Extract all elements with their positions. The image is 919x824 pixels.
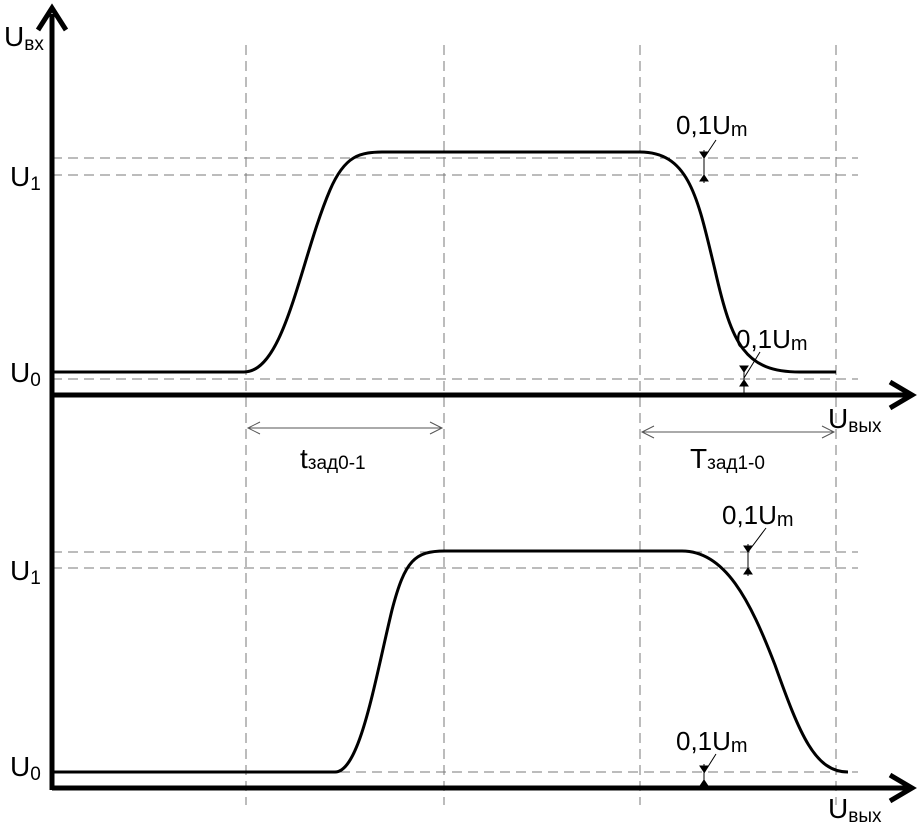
- delay-t10-arrow-left: [640, 425, 655, 439]
- top-u0-label: U0: [10, 357, 41, 391]
- delay-t10-label: Tзад1-0: [690, 443, 765, 474]
- y-axis-arrowhead: [35, 3, 69, 32]
- tol-bottom-u0-arrow-a: [699, 765, 709, 773]
- tol-top-u0-label: 0,1Um: [736, 324, 808, 355]
- bottom-x-axis-arrowhead: [888, 772, 917, 804]
- delay-dimension-lines: [246, 421, 836, 439]
- tol-top-u0-arrow-b: [739, 379, 749, 387]
- tol-bottom-u1-arrow-a: [743, 545, 753, 553]
- tol-bottom-u0-arrow-b: [699, 779, 709, 787]
- vertical-guides: [245, 45, 837, 805]
- delay-t10-arrow-right: [821, 425, 836, 439]
- tol-top-u0-leader: [743, 351, 761, 379]
- tol-bottom-u0-label: 0,1Um: [676, 726, 748, 757]
- tol-top-u1-arrow-b: [699, 174, 709, 182]
- delay-t01-arrow-left: [246, 421, 261, 435]
- bottom-x-axis-label: Uвых: [828, 793, 882, 824]
- tol-top-u0-arrow-a: [739, 365, 749, 373]
- tol-top-u1-arrow-a: [699, 151, 709, 159]
- delay-t01-arrow-right: [429, 421, 444, 435]
- delay-t01-label: tзад0-1: [300, 443, 366, 474]
- tolerance-markers: [699, 139, 767, 788]
- top-x-axis-label: Uвых: [828, 403, 882, 437]
- top-x-axis-arrowhead: [888, 379, 917, 411]
- tol-top-u1-label: 0,1Um: [676, 110, 748, 141]
- output-signal-curve: [52, 549, 849, 774]
- top-u1-label: U1: [10, 161, 41, 195]
- axes: [35, 3, 917, 804]
- tol-bottom-u1-arrow-b: [743, 567, 753, 575]
- bottom-u1-label: U1: [10, 555, 41, 589]
- tol-bottom-u1-label: 0,1Um: [722, 500, 794, 531]
- y-axis-label: Uвх: [4, 21, 44, 55]
- bottom-u0-label: U0: [10, 751, 41, 785]
- input-signal-curve: [52, 150, 836, 374]
